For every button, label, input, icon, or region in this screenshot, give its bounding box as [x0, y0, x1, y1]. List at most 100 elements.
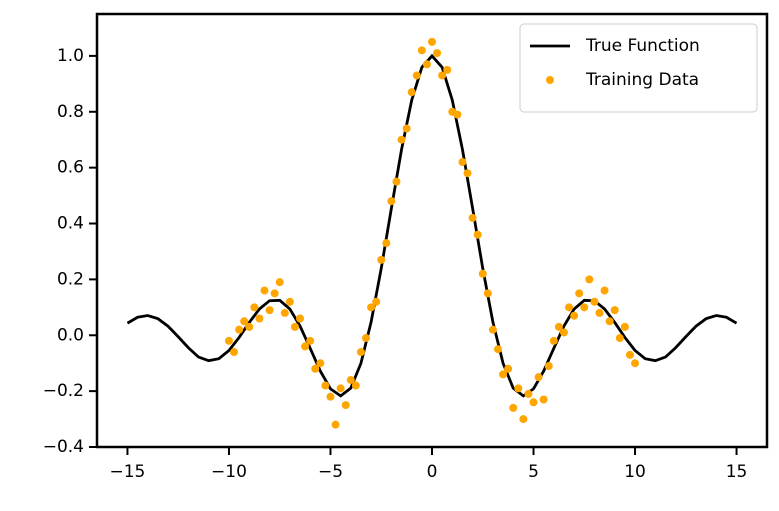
- point: [524, 389, 533, 398]
- y-tick-label: 0.2: [57, 269, 84, 289]
- point: [392, 177, 401, 186]
- point: [483, 289, 492, 298]
- x-tick-label: 0: [427, 462, 438, 482]
- point: [493, 345, 502, 354]
- point: [402, 124, 411, 133]
- legend-marker: [546, 76, 554, 84]
- point: [275, 278, 284, 287]
- y-tick-label: 1.0: [57, 46, 84, 66]
- point: [453, 110, 462, 119]
- point: [509, 403, 518, 412]
- point: [407, 88, 416, 97]
- point: [290, 322, 299, 331]
- point: [504, 364, 513, 373]
- point: [428, 37, 436, 46]
- point: [397, 135, 406, 144]
- point: [255, 314, 264, 323]
- point: [463, 169, 472, 178]
- point: [473, 230, 482, 239]
- point: [250, 303, 259, 312]
- point: [230, 348, 239, 357]
- point: [224, 336, 233, 345]
- line: [126, 53, 738, 398]
- point: [270, 289, 279, 298]
- point: [539, 395, 548, 404]
- point: [458, 158, 467, 167]
- point: [554, 322, 563, 331]
- point: [443, 65, 452, 74]
- point: [549, 336, 558, 345]
- point: [372, 297, 381, 306]
- point: [412, 71, 421, 80]
- y-tick-label: −0.2: [43, 381, 84, 401]
- point: [321, 381, 330, 390]
- point: [468, 213, 477, 222]
- point: [316, 359, 325, 368]
- point: [580, 303, 589, 312]
- point: [326, 392, 335, 401]
- y-tick-label: 0.4: [57, 214, 84, 234]
- point: [631, 359, 640, 368]
- point: [610, 306, 619, 315]
- point: [336, 384, 345, 393]
- point: [534, 373, 543, 382]
- point: [377, 255, 386, 264]
- x-tick-label: 15: [726, 462, 748, 482]
- point: [514, 384, 523, 393]
- point: [478, 269, 487, 278]
- y-tick-label: 0.0: [57, 325, 84, 345]
- point: [585, 275, 594, 284]
- axes-frame: [95, 12, 769, 449]
- point: [235, 325, 244, 334]
- legend-label: Training Data: [585, 70, 699, 90]
- point: [529, 398, 538, 407]
- point: [362, 334, 371, 343]
- point: [605, 317, 614, 326]
- y-tick-label: 0.6: [57, 158, 84, 178]
- x-tick-label: −15: [110, 462, 146, 482]
- x-tick-label: −10: [211, 462, 247, 482]
- point: [433, 49, 442, 58]
- point: [280, 308, 289, 317]
- point: [620, 322, 629, 331]
- point: [600, 286, 609, 295]
- point: [382, 239, 391, 248]
- y-tick-label: −0.4: [43, 437, 84, 457]
- point: [387, 197, 396, 206]
- point: [590, 297, 599, 306]
- x-tick-label: 5: [528, 462, 539, 482]
- point: [265, 306, 274, 315]
- x-tick-label: −5: [318, 462, 343, 482]
- point: [296, 314, 305, 323]
- point: [331, 420, 340, 429]
- point: [301, 342, 310, 351]
- point: [311, 364, 320, 373]
- point: [346, 375, 355, 384]
- point: [356, 348, 365, 357]
- point: [367, 303, 376, 312]
- point: [341, 401, 350, 410]
- point: [260, 286, 269, 295]
- point: [575, 289, 584, 298]
- point: [615, 334, 624, 343]
- point: [417, 46, 426, 55]
- point: [438, 71, 447, 80]
- point: [519, 415, 528, 424]
- point: [285, 297, 294, 306]
- point: [565, 303, 574, 312]
- point: [625, 350, 634, 359]
- point: [559, 328, 568, 337]
- point: [570, 311, 579, 320]
- point: [499, 370, 508, 379]
- point: [240, 317, 249, 326]
- point: [544, 361, 553, 370]
- point: [422, 60, 431, 69]
- x-tick-label: 10: [624, 462, 646, 482]
- point: [245, 322, 254, 331]
- point: [306, 336, 315, 345]
- point: [488, 325, 497, 334]
- legend-label: True Function: [585, 36, 700, 56]
- point: [351, 381, 360, 390]
